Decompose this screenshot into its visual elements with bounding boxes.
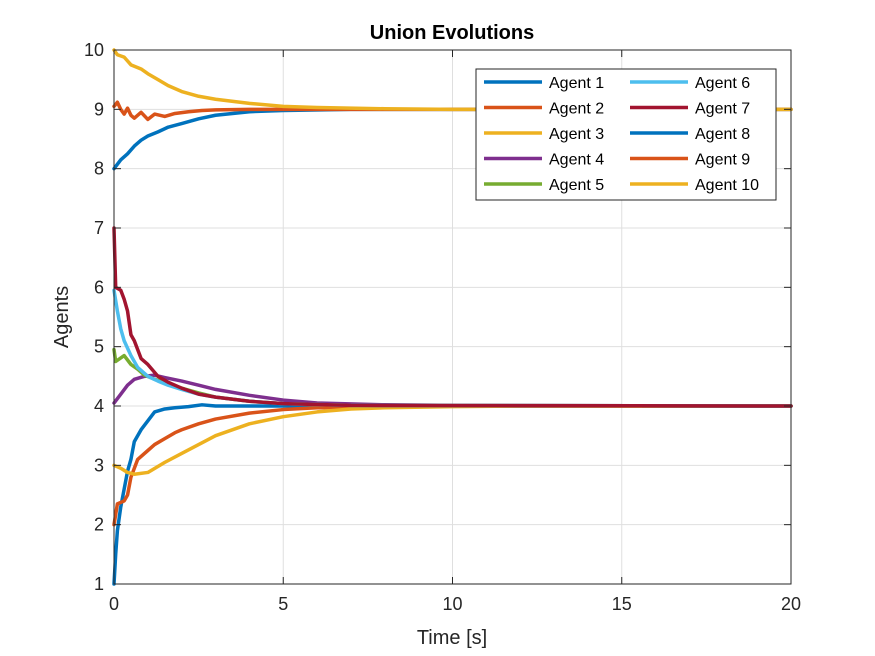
x-tick-label: 15 — [612, 594, 632, 614]
y-tick-label: 8 — [94, 159, 104, 179]
x-tick-label: 5 — [278, 594, 288, 614]
legend-entry-label: Agent 9 — [695, 152, 750, 169]
axis-ticks: 0 5 10 15 20 1 2 3 4 5 6 7 8 9 10 — [84, 40, 801, 614]
legend: Agent 1 Agent 2 Agent 3 Agent 4 Agent 5 Agent… — [475, 68, 777, 201]
y-tick-label: 6 — [94, 277, 104, 297]
y-tick-label: 3 — [94, 455, 104, 475]
series-layer — [112, 48, 793, 586]
legend-entry-label: Agent 2 — [549, 101, 604, 118]
legend-entry-label: Agent 6 — [695, 75, 750, 92]
y-tick-label: 9 — [94, 99, 104, 119]
legend-entry-label: Agent 1 — [549, 75, 604, 92]
y-tick-label: 5 — [94, 337, 104, 357]
series-line-agent-3 — [112, 404, 793, 476]
y-tick-label: 10 — [84, 40, 104, 60]
series-line-agent-1 — [112, 403, 793, 586]
y-tick-label: 4 — [94, 396, 104, 416]
series-line-agent-10 — [112, 48, 793, 112]
chart-title: Union Evolutions — [370, 22, 534, 44]
legend-entry-label: Agent 8 — [695, 126, 750, 143]
y-axis-label: Agents — [51, 286, 73, 348]
legend-entry-label: Agent 7 — [695, 101, 750, 118]
x-tick-label: 20 — [781, 594, 801, 614]
legend-entry-label: Agent 10 — [695, 177, 759, 194]
series-line-agent-9 — [112, 100, 793, 122]
legend-entry-label: Agent 4 — [549, 152, 604, 169]
x-tick-label: 0 — [109, 594, 119, 614]
legend-entry-label: Agent 3 — [549, 126, 604, 143]
series-line-agent-2 — [112, 404, 793, 527]
x-axis-label: Time [s] — [417, 627, 487, 649]
y-tick-label: 2 — [94, 515, 104, 535]
x-tick-label: 10 — [442, 594, 462, 614]
legend-entry-label: Agent 5 — [549, 177, 604, 194]
y-tick-label: 7 — [94, 218, 104, 238]
series-line-agent-7 — [112, 226, 793, 408]
y-tick-label: 1 — [94, 574, 104, 594]
